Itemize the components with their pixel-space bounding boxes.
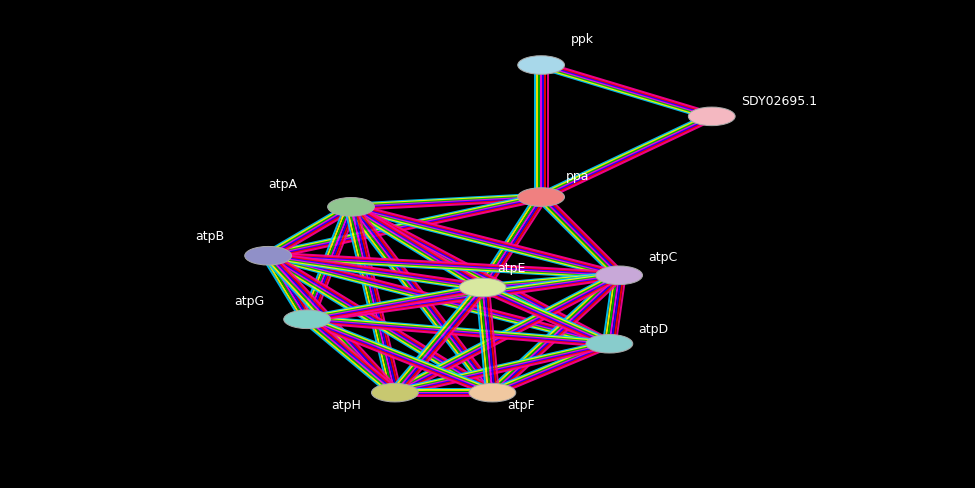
Ellipse shape bbox=[284, 310, 331, 329]
Ellipse shape bbox=[596, 266, 643, 285]
Text: atpD: atpD bbox=[639, 322, 669, 335]
Text: atpG: atpG bbox=[234, 294, 264, 307]
Ellipse shape bbox=[469, 384, 516, 402]
Text: ppk: ppk bbox=[570, 33, 594, 46]
Ellipse shape bbox=[586, 335, 633, 353]
Ellipse shape bbox=[518, 57, 565, 75]
Text: atpF: atpF bbox=[507, 398, 534, 411]
Ellipse shape bbox=[518, 188, 565, 207]
Text: atpC: atpC bbox=[648, 250, 678, 264]
Ellipse shape bbox=[245, 247, 292, 265]
Text: ppa: ppa bbox=[566, 170, 589, 183]
Text: SDY02695.1: SDY02695.1 bbox=[741, 94, 817, 107]
Text: atpE: atpE bbox=[497, 261, 526, 274]
Ellipse shape bbox=[459, 279, 506, 297]
Ellipse shape bbox=[328, 198, 374, 217]
Ellipse shape bbox=[371, 384, 418, 402]
Text: atpA: atpA bbox=[268, 177, 297, 190]
Text: atpH: atpH bbox=[332, 398, 362, 411]
Ellipse shape bbox=[688, 108, 735, 126]
Text: atpB: atpB bbox=[195, 229, 224, 243]
